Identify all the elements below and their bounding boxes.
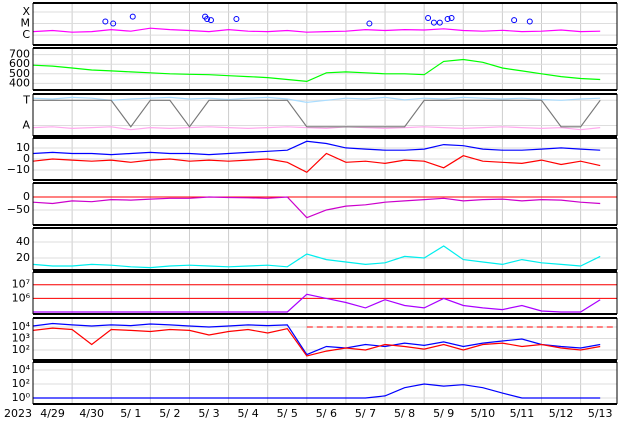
flare-marker [511, 17, 518, 24]
x-tick-label: 5/10 [470, 407, 495, 420]
flare-marker [207, 17, 214, 24]
y-tick-label: C [22, 28, 30, 41]
x-tick-label: 5/12 [549, 407, 574, 420]
y-tick-label: −50 [7, 203, 30, 216]
x-tick-label: 5/ 7 [355, 407, 376, 420]
x-tick-label: 5/ 8 [394, 407, 415, 420]
x-tick-label: 5/ 4 [238, 407, 259, 420]
year-label: 2023 [4, 407, 32, 420]
y-tick-label: T [22, 93, 30, 106]
flare-marker [430, 19, 437, 26]
flare-marker [436, 19, 443, 26]
flare-marker [110, 20, 117, 27]
y-tick-label: 700 [9, 48, 30, 61]
y-tick-label: 20 [16, 251, 30, 264]
y-tick-label: 10² [12, 377, 30, 390]
x-tick-label: 5/13 [588, 407, 613, 420]
y-tick-label: 10 [16, 141, 30, 154]
data-line [32, 126, 601, 131]
y-tick-label: X [22, 5, 30, 18]
flare-marker [233, 15, 240, 22]
y-tick-label: 10⁴ [12, 320, 31, 333]
y-tick-label: 0 [23, 152, 30, 165]
x-tick-label: 4/30 [79, 407, 104, 420]
data-line [33, 293, 601, 313]
x-tick-label: 5/ 1 [120, 407, 141, 420]
flare-marker [448, 15, 455, 22]
data-line [32, 58, 601, 83]
data-line [32, 245, 601, 269]
y-tick-label: M [21, 17, 31, 30]
data-line [32, 322, 601, 356]
x-tick-label: 5/ 3 [198, 407, 219, 420]
x-tick-label: 5/ 6 [316, 407, 337, 420]
y-tick-label: 10⁰ [12, 391, 31, 404]
y-tick-label: 10² [12, 343, 30, 356]
y-tick-label: A [22, 119, 30, 132]
x-tick-label: 4/29 [40, 407, 65, 420]
y-tick-label: 10⁶ [12, 291, 31, 304]
data-line [32, 96, 601, 104]
flare-marker [444, 15, 451, 22]
data-line [32, 27, 601, 33]
data-line [32, 196, 601, 219]
y-tick-label: 10³ [12, 331, 30, 344]
x-tick-label: 5/11 [510, 407, 535, 420]
data-line [32, 152, 601, 174]
flare-marker [366, 20, 373, 27]
y-tick-label: 10⁷ [12, 278, 30, 291]
flare-marker [102, 18, 109, 25]
y-tick-label: 500 [9, 67, 30, 80]
data-line [32, 327, 601, 357]
y-tick-label: 10⁴ [12, 363, 31, 376]
y-tick-label: 600 [9, 57, 30, 70]
y-tick-label: 400 [9, 76, 30, 89]
y-tick-label: 0 [23, 190, 30, 203]
flare-marker [129, 13, 136, 20]
x-tick-label: 5/ 9 [433, 407, 454, 420]
data-line [33, 383, 601, 399]
flare-marker [526, 18, 533, 25]
x-tick-label: 5/ 2 [159, 407, 180, 420]
x-tick-label: 5/ 5 [277, 407, 298, 420]
data-line [32, 140, 601, 156]
flare-marker [204, 15, 211, 22]
flare-marker [425, 15, 432, 22]
y-tick-label: 40 [16, 235, 30, 248]
y-tick-label: −10 [7, 163, 30, 176]
data-line [33, 99, 601, 128]
